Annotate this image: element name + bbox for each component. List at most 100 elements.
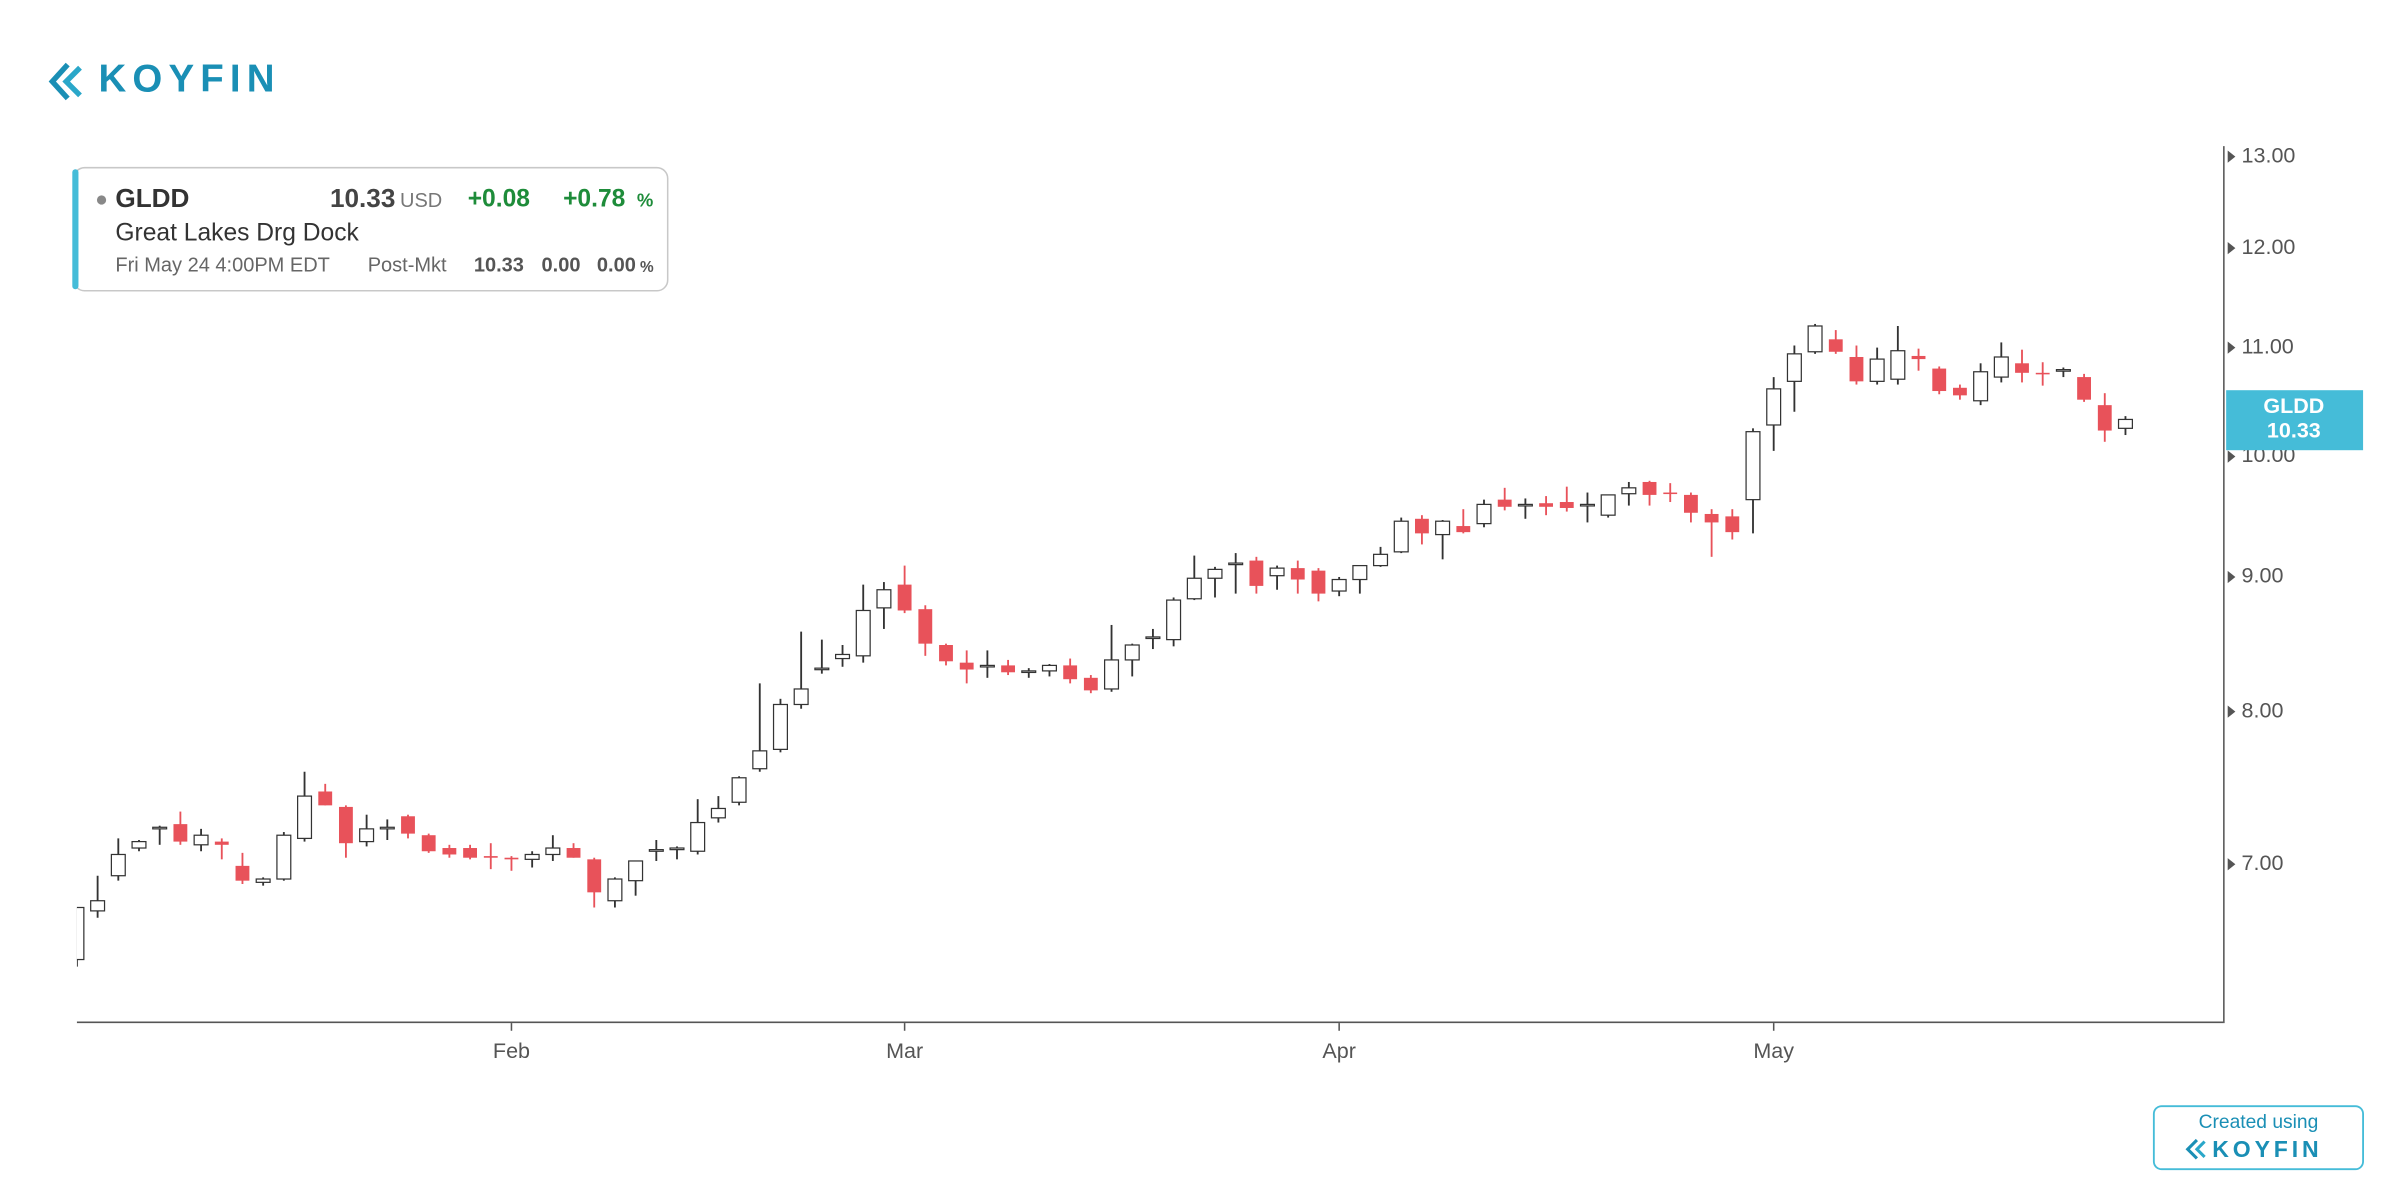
candle-body [1041,664,1058,672]
candle-body [1952,387,1967,396]
candle-body [1311,570,1326,594]
candle-body [1600,494,1616,516]
candle-body [2077,377,2091,400]
price-tag-price: 10.33 [2267,418,2321,442]
session-change: 0.00 [542,254,581,276]
candle-body [483,856,498,858]
candle-body [1993,356,2009,378]
candle-body [1207,568,1223,579]
candle-body [1393,520,1409,553]
candle-body [193,834,209,846]
candle-body [1517,503,1533,507]
candle-body [1331,578,1347,592]
candle-body [2097,405,2112,431]
candle-body [1642,481,1657,495]
candle-body [379,826,395,830]
candle-body [152,826,168,830]
candle-body [131,840,147,849]
candle-body [504,857,519,860]
session-pct-sign: % [640,259,654,276]
candle-body [1559,502,1574,508]
y-tick-mark [2227,570,2236,584]
quote-box-accent [72,169,79,290]
candle-body [2055,369,2071,372]
candle-body [1124,644,1140,661]
footer-badge: Created using KOYFIN [2152,1105,2364,1171]
candle-body [752,750,768,770]
price: 10.33 [330,183,395,213]
candle-body [628,860,644,882]
session: Post-Mkt [368,254,447,276]
y-tick-mark [2227,341,2236,354]
candle-body [897,584,912,611]
candle-body [959,662,974,670]
candle-body [1579,503,1595,507]
candle-body [1684,494,1698,513]
y-tick-mark [2227,858,2236,871]
y-tick-label: 13.00 [2242,143,2296,167]
candle-body [276,834,292,880]
candle-body [1063,665,1078,680]
candle-body [1890,350,1906,380]
candle-body [339,806,353,844]
candle-body [1869,358,1885,382]
candle-body [1766,388,1782,426]
currency: USD [400,190,442,212]
candle-body [1807,325,1823,353]
change: +0.08 [468,186,530,213]
candle-body [545,847,561,856]
candle-body [214,841,229,845]
candle-body [710,807,726,819]
session-change-pct: 0.00 [597,254,636,276]
x-tick-label: Feb [493,1039,530,1063]
candle-body [876,589,892,609]
candle-body [255,878,271,883]
candle-body [296,795,313,840]
candle-body [918,609,933,644]
candle-body [110,853,126,877]
candle-body [359,828,375,843]
candle-body [731,777,747,803]
session-price: 10.33 [474,254,524,276]
candle-body [1372,553,1389,567]
candle-body [607,878,623,902]
candle-body [587,859,602,893]
candle-body [463,848,477,858]
candle-body [1083,677,1098,691]
candle-body [566,848,581,858]
y-tick-label: 8.00 [2242,698,2284,722]
y-tick-mark [2227,705,2236,718]
x-tick-label: Mar [886,1039,923,1063]
candle-body [1290,568,1305,580]
candle-body [1911,355,1926,360]
y-tick-mark [2227,241,2236,255]
y-tick-mark [2227,450,2236,463]
candle-body [1663,492,1678,495]
candle-body [1849,356,1864,382]
price-tag-symbol: GLDD [2263,394,2324,418]
footer-frame [2152,1105,2364,1171]
candle-body [1166,599,1182,641]
candle-body [1497,499,1512,507]
candle-body [1456,526,1471,533]
candle-body [1745,431,1761,501]
candle-body [814,667,830,671]
candle-body [772,703,788,750]
timestamp: Fri May 24 4:00PM EDT [115,254,330,276]
candle-body [1415,518,1429,534]
candle-body [90,900,106,912]
y-tick-label: 11.00 [2242,334,2294,358]
candle-body [1352,564,1368,581]
y-tick-label: 9.00 [2242,564,2284,588]
logo: KOYFIN [48,58,280,101]
candle-body [939,645,953,662]
logo-text: KOYFIN [98,58,280,101]
candle-body [1435,520,1451,536]
price-tag [2226,390,2364,451]
footer-caption: Created using [2199,1112,2319,1133]
candle-body [2035,372,2050,375]
candle-body [1621,487,1637,495]
candle-body [2015,363,2029,373]
candle-body [979,664,995,668]
